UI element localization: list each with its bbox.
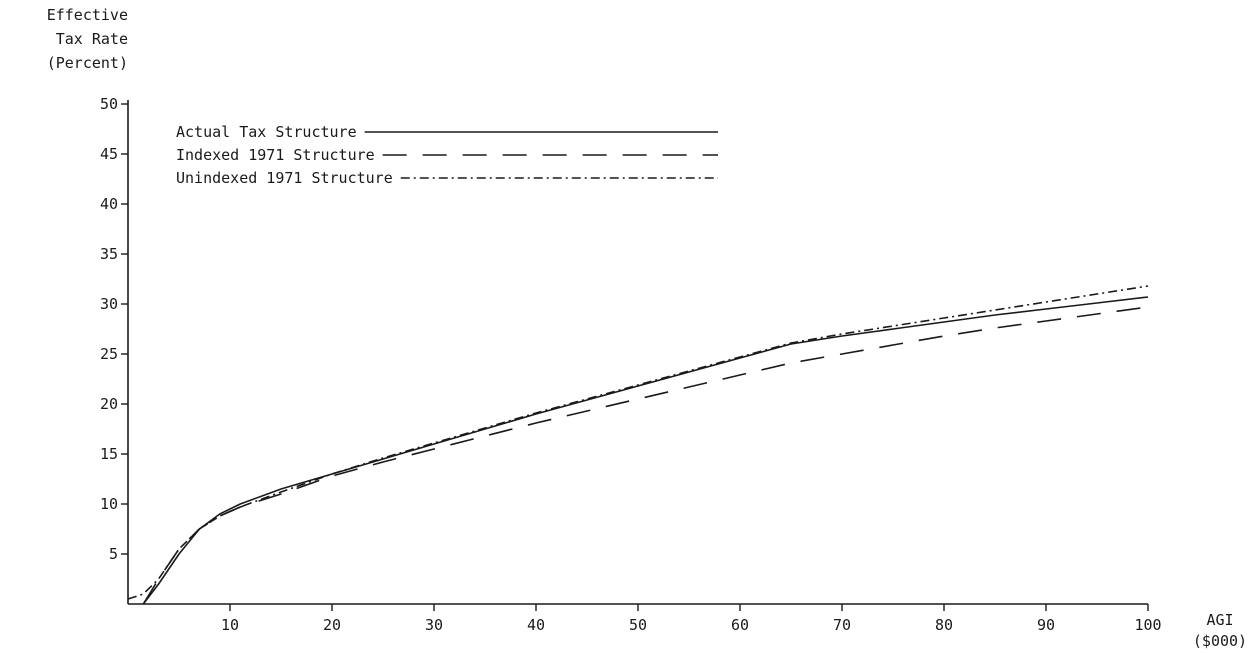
- x-axis-title: AGI ($000): [1193, 611, 1247, 650]
- x-tick-label: 100: [1134, 616, 1161, 634]
- y-axis-title: Effective Tax Rate (Percent): [47, 6, 128, 72]
- x-tick-label: 70: [833, 616, 851, 634]
- x-tick-label: 90: [1037, 616, 1055, 634]
- y-tick-label: 5: [109, 545, 118, 563]
- x-tick-label: 20: [323, 616, 341, 634]
- y-axis-title-line-2: Tax Rate: [56, 30, 128, 48]
- axes: 5 10 15 20 25 30 35 40 45 50 10 20 30 40 50 60 70 80 90 100: [100, 95, 1162, 634]
- legend: Actual Tax Structure Indexed 1971 Structu…: [176, 123, 718, 187]
- y-tick-label: 10: [100, 495, 118, 513]
- series-layer: [127, 285, 1149, 605]
- x-tick-label: 40: [527, 616, 545, 634]
- x-tick-label: 50: [629, 616, 647, 634]
- y-tick-label: 30: [100, 295, 118, 313]
- series-line-1: [142, 296, 1149, 605]
- x-axis-title-line-2: ($000): [1193, 632, 1247, 650]
- y-tick-label: 40: [100, 195, 118, 213]
- y-tick-label: 35: [100, 245, 118, 263]
- y-tick-label: 50: [100, 95, 118, 113]
- x-tick-label: 60: [731, 616, 749, 634]
- y-tick-label: 20: [100, 395, 118, 413]
- x-tick-label: 30: [425, 616, 443, 634]
- y-axis-title-line-3: (Percent): [47, 54, 128, 72]
- x-tick-label: 10: [221, 616, 239, 634]
- y-tick-label: 45: [100, 145, 118, 163]
- legend-label-2: Indexed 1971 Structure: [176, 146, 375, 164]
- x-axis-title-line-1: AGI: [1206, 611, 1233, 629]
- y-tick-label: 15: [100, 445, 118, 463]
- series-line-3: [127, 285, 1149, 600]
- legend-label-3: Unindexed 1971 Structure: [176, 169, 393, 187]
- y-axis-title-line-1: Effective: [47, 6, 128, 24]
- legend-label-1: Actual Tax Structure: [176, 123, 357, 141]
- series-line-2: [142, 306, 1149, 605]
- y-tick-label: 25: [100, 345, 118, 363]
- x-tick-label: 80: [935, 616, 953, 634]
